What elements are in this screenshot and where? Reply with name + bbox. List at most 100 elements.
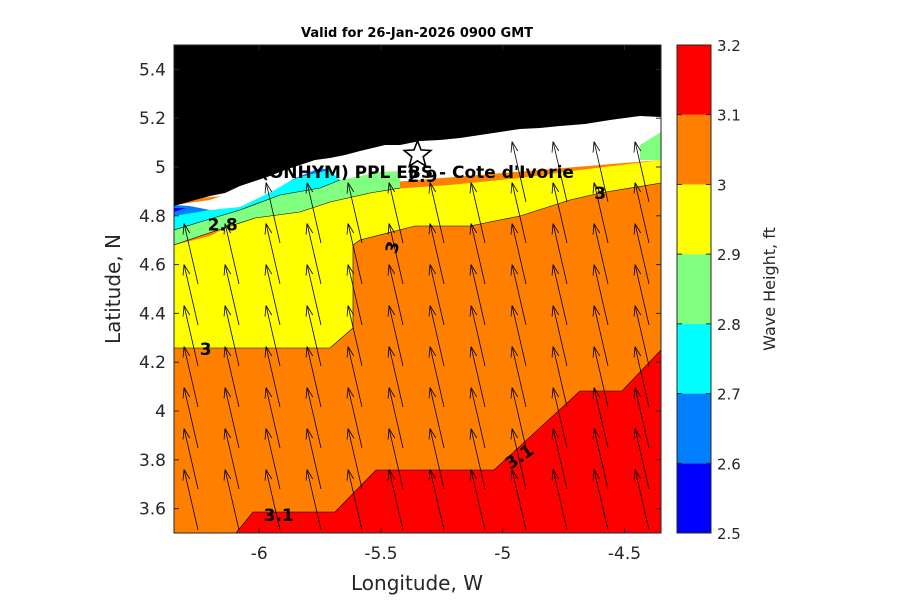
wave-arrow	[592, 387, 609, 449]
no-data-strip	[174, 118, 661, 210]
wave-arrow	[592, 428, 609, 490]
wave-arrow	[264, 387, 281, 449]
wave-arrow	[305, 182, 322, 244]
y-tick-label: 3.6	[139, 500, 166, 520]
band-2.5-2.6	[174, 208, 186, 212]
y-tick-label: 5.2	[139, 109, 166, 129]
wave-arrow	[510, 223, 527, 285]
x-axis: -6 -5.5 -5 -4.5	[251, 45, 641, 564]
wave-arrow	[264, 469, 281, 531]
wave-arrow	[633, 346, 650, 408]
wave-arrow	[428, 387, 445, 449]
wave-arrow	[264, 223, 281, 285]
colorbar-swatch	[677, 45, 711, 115]
y-tick-label: 4.6	[139, 256, 166, 276]
wave-arrow	[592, 264, 609, 326]
wave-arrow	[223, 305, 240, 367]
band-3.1-3.2	[236, 350, 661, 533]
wave-arrow	[428, 469, 445, 531]
colorbar-tick-label: 2.8	[717, 316, 741, 334]
wave-arrow	[469, 182, 486, 244]
wave-arrow	[469, 223, 486, 285]
wave-arrow	[551, 305, 568, 367]
contour-label: 3	[594, 184, 606, 204]
coast-island	[490, 126, 505, 133]
wave-arrow	[223, 387, 240, 449]
wave-arrow	[633, 469, 650, 531]
wave-arrow	[182, 469, 199, 531]
contour-label: 3.1	[264, 506, 294, 526]
wave-arrow	[469, 387, 486, 449]
x-tick-label: -5	[494, 544, 511, 564]
wave-arrow	[592, 469, 609, 531]
wave-arrow	[469, 264, 486, 326]
wave-arrow	[428, 305, 445, 367]
station-label: (ONHYM) PPL EBS - Cote d'Ivorie	[261, 163, 574, 183]
wave-arrow	[592, 223, 609, 285]
wave-arrow	[346, 346, 363, 408]
wave-arrow	[551, 141, 568, 203]
wave-arrow	[551, 428, 568, 490]
colorbar-frame	[676, 44, 712, 534]
wave-arrow	[305, 469, 322, 531]
band-2.8-2.9-east	[640, 132, 661, 160]
wave-arrow	[305, 346, 322, 408]
wave-arrow	[387, 305, 404, 367]
wave-arrow	[428, 346, 445, 408]
wave-arrow	[182, 305, 199, 367]
wave-arrow	[346, 469, 363, 531]
y-tick-label: 5.4	[139, 60, 166, 80]
wave-arrow	[633, 305, 650, 367]
wave-arrow	[510, 182, 527, 244]
colorbar-tick-label: 2.6	[717, 455, 741, 473]
wave-arrow	[223, 346, 240, 408]
station-star-marker	[402, 138, 433, 168]
wave-arrow	[592, 141, 609, 203]
colorbar-swatch	[677, 254, 711, 324]
wave-arrow	[387, 469, 404, 531]
wave-arrow	[223, 264, 240, 326]
wave-arrow	[510, 264, 527, 326]
wave-arrow	[592, 305, 609, 367]
wave-arrow	[551, 346, 568, 408]
wave-arrow	[264, 305, 281, 367]
colorbar-swatch	[677, 184, 711, 255]
y-tick-label: 4	[155, 402, 166, 422]
wave-arrow	[182, 387, 199, 449]
wave-arrow	[182, 223, 199, 285]
wave-arrow	[633, 141, 650, 203]
colorbar-swatch	[677, 323, 711, 394]
wave-arrow	[182, 264, 199, 326]
wave-arrow	[633, 387, 650, 449]
wave-arrow	[182, 428, 199, 490]
wave-arrow	[387, 387, 404, 449]
wave-arrow	[510, 346, 527, 408]
colorbar-tick-label: 3.2	[717, 37, 741, 55]
wave-arrow	[469, 305, 486, 367]
wave-arrow	[223, 428, 240, 490]
wave-arrow	[346, 305, 363, 367]
wave-arrow	[305, 223, 322, 285]
y-tick-label: 4.4	[139, 304, 166, 324]
colorbar-tick-label: 3.1	[717, 107, 741, 125]
wave-arrow	[387, 428, 404, 490]
band-2.8-2.9	[174, 170, 400, 245]
wave-arrow	[346, 264, 363, 326]
wave-arrow	[551, 182, 568, 244]
x-tick-label: -6	[251, 544, 268, 564]
wave-arrow	[592, 182, 609, 244]
land-mask	[174, 45, 661, 206]
wave-arrow	[469, 346, 486, 408]
wave-arrow	[592, 346, 609, 408]
plot-frame	[173, 44, 662, 534]
y-axis: 3.6 3.8 4 4.2 4.4 4.6 4.8 5 5.2 5.4	[139, 60, 661, 520]
wave-arrow	[633, 428, 650, 490]
wave-arrow	[223, 469, 240, 531]
wave-arrow	[633, 223, 650, 285]
wave-arrow	[551, 264, 568, 326]
coast-island	[355, 138, 370, 146]
contour-label: 3	[200, 340, 212, 360]
wave-arrow	[551, 387, 568, 449]
y-tick-label: 3.8	[139, 451, 166, 471]
wave-arrow	[510, 428, 527, 490]
